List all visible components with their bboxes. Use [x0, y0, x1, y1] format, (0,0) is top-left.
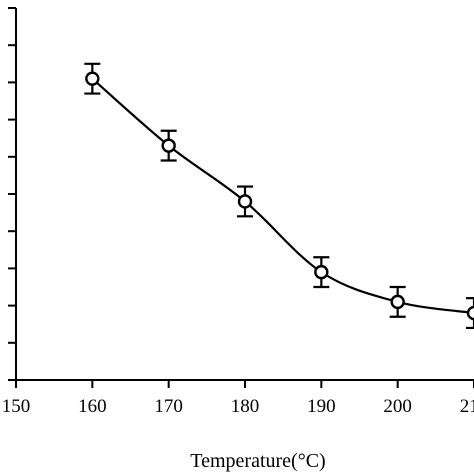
x-tick-label: 170 — [154, 396, 183, 417]
data-point — [390, 294, 405, 310]
x-tick-label: 180 — [231, 396, 260, 417]
x-tick-label: 150 — [2, 396, 31, 417]
x-tick-label: 200 — [383, 396, 412, 417]
x-axis-label: Temperature(°C) — [190, 450, 325, 472]
data-point — [466, 305, 474, 321]
y-axis — [8, 7, 17, 381]
x-tick-label: 190 — [307, 396, 336, 417]
data-point-group — [313, 256, 330, 289]
data-point-group — [160, 129, 177, 162]
data-point-group — [389, 285, 406, 318]
x-tick-label: 210 — [460, 396, 474, 417]
data-point — [314, 264, 329, 280]
x-tick-label: 160 — [78, 396, 107, 417]
data-point — [85, 71, 100, 86]
fit-curve — [91, 77, 474, 315]
data-point-group — [84, 62, 101, 95]
data-point — [161, 138, 176, 153]
data-point-group — [237, 185, 253, 218]
data-point-group — [466, 297, 474, 330]
data-point — [237, 194, 253, 209]
plot-area — [84, 62, 474, 330]
x-axis: 150 160 170 180 190 200 210 — [2, 379, 474, 417]
